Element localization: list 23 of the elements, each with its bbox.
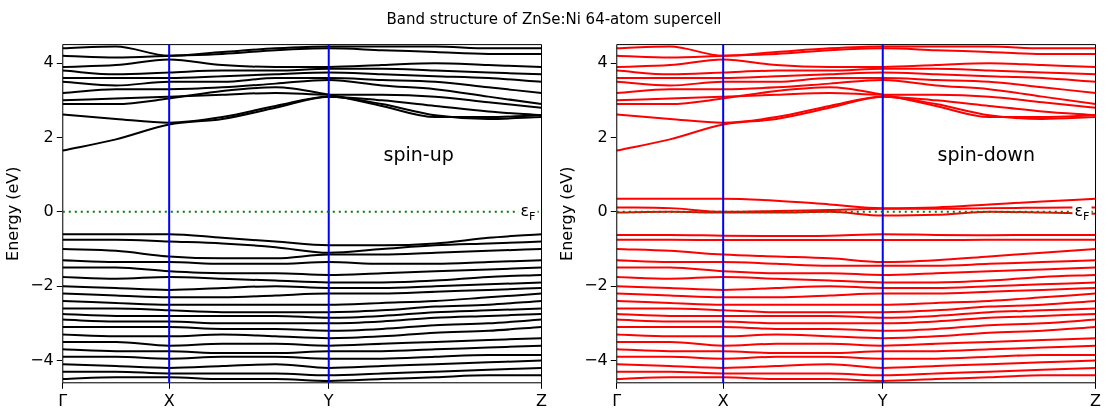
annotation: spin-down: [937, 143, 1035, 166]
x-tick-label: Y: [876, 390, 888, 410]
x-tick-label: Γ: [58, 390, 68, 410]
y-tick-label: 0: [597, 201, 608, 220]
x-tick-label: Z: [536, 390, 548, 410]
y-tick-label: −4: [30, 349, 54, 369]
y-tick-label: 0: [43, 201, 54, 220]
y-tick-label: −2: [30, 275, 54, 295]
y-tick-label: 2: [43, 126, 54, 146]
x-tick-label: Z: [1090, 390, 1102, 410]
y-tick-label: 2: [597, 126, 608, 146]
x-tick-label: Γ: [612, 390, 622, 410]
y-axis-title: Energy (eV): [556, 166, 576, 261]
x-tick-label: X: [717, 390, 729, 410]
x-tick-label: X: [163, 390, 175, 410]
chart-title: Band structure of ZnSe:Ni 64-atom supercell: [385, 9, 723, 30]
x-tick-label: Y: [322, 390, 334, 410]
y-tick-label: −2: [584, 275, 608, 295]
y-tick-label: 4: [597, 52, 608, 72]
y-tick-label: 4: [43, 52, 54, 72]
y-axis-title: Energy (eV): [2, 166, 22, 261]
annotation: spin-up: [383, 143, 454, 166]
y-tick-label: −4: [584, 349, 608, 369]
